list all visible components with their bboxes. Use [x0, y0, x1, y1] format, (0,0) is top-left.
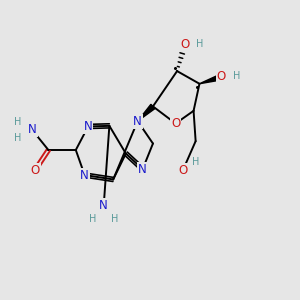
Text: N: N — [138, 163, 147, 176]
Text: O: O — [31, 164, 40, 176]
Text: O: O — [178, 164, 188, 176]
Text: H: H — [196, 39, 203, 49]
Text: H: H — [88, 214, 96, 224]
Text: H: H — [233, 71, 240, 81]
Text: O: O — [217, 70, 226, 83]
Text: H: H — [14, 117, 22, 127]
Text: N: N — [80, 169, 89, 182]
Text: O: O — [171, 117, 180, 130]
Text: O: O — [180, 38, 189, 51]
Text: H: H — [192, 157, 199, 167]
Polygon shape — [138, 104, 155, 121]
Polygon shape — [200, 74, 222, 84]
Text: N: N — [133, 115, 142, 128]
Text: N: N — [28, 124, 37, 136]
Text: N: N — [84, 120, 92, 133]
Text: H: H — [111, 214, 118, 224]
Text: N: N — [99, 200, 108, 212]
Text: H: H — [14, 133, 22, 143]
